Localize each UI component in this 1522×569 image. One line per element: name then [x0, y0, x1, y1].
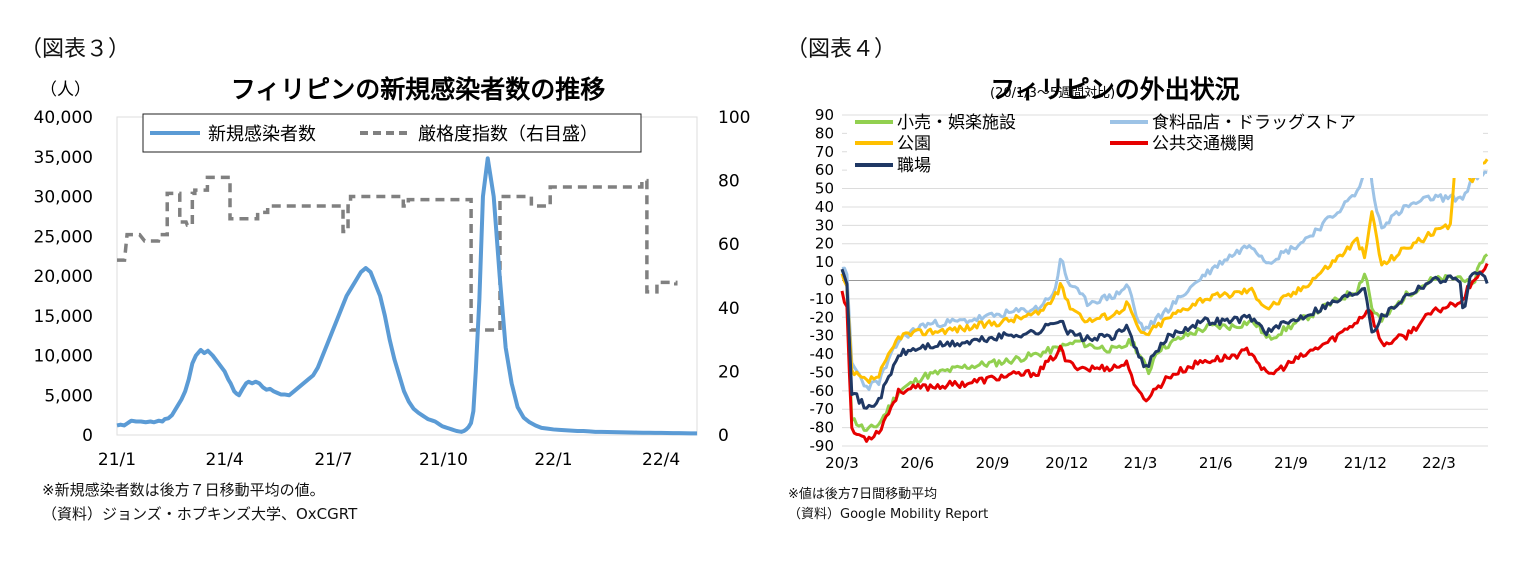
y2-tick-label: 100: [718, 108, 750, 128]
x-tick-label: 21/4: [206, 450, 244, 470]
y-tick-label: -60: [810, 382, 835, 400]
x-tick-label: 21/9: [1274, 454, 1308, 472]
y2-tick-label: 20: [718, 362, 740, 382]
y2-tick-label: 0: [718, 426, 729, 446]
x-tick-label: 21/6: [1199, 454, 1233, 472]
left-source: （資料）ジョンズ・ホプキンズ大学、OxCGRT: [42, 505, 358, 523]
series-line-3: [840, 262, 1489, 443]
x-tick-label: 22/4: [642, 450, 680, 470]
figure-3-label: （図表３）: [20, 37, 131, 62]
legend-label-4: 職場: [897, 156, 931, 176]
cases-line: [116, 156, 698, 436]
y-tick-label: 40: [815, 198, 834, 216]
y-tick-label: 60: [815, 161, 834, 179]
stringency-line: [117, 175, 678, 332]
chart-title: フィリピンの新規感染者数の推移: [231, 75, 606, 104]
y-tick-label: 20: [815, 235, 834, 253]
y-tick-label: 15,000: [34, 307, 93, 327]
series-line-1: [841, 156, 1488, 392]
y-tick-label: 90: [815, 106, 834, 124]
legend-label-stringency: 厳格度指数（右目盛）: [418, 124, 598, 145]
y-tick-label: 50: [815, 180, 834, 198]
y-axis-unit: （人）: [40, 80, 91, 100]
legend-label-2: 公園: [897, 134, 931, 154]
right-source: （資料）Google Mobility Report: [788, 507, 989, 522]
legend-label-3: 公共交通機関: [1152, 134, 1254, 154]
y-tick-label: -80: [810, 419, 835, 437]
x-tick-label: 20/6: [900, 454, 934, 472]
y-tick-label: 0: [82, 426, 93, 446]
y-tick-label: -50: [810, 363, 835, 381]
legend-label-cases: 新規感染者数: [208, 124, 316, 145]
y-tick-label: 30,000: [34, 188, 93, 208]
y-tick-label: 25,000: [34, 227, 93, 247]
x-tick-label: 22/1: [534, 450, 572, 470]
y-tick-label: -40: [810, 345, 835, 363]
x-tick-label: 20/3: [825, 454, 859, 472]
y-tick-label: -30: [810, 327, 835, 345]
y-tick-label: 70: [815, 143, 834, 161]
x-tick-label: 21/12: [1344, 454, 1387, 472]
x-tick-label: 20/12: [1045, 454, 1088, 472]
legend-label-1: 食料品店・ドラッグストア: [1152, 113, 1356, 133]
x-tick-label: 21/1: [98, 450, 136, 470]
series-line-4: [840, 268, 1489, 410]
x-tick-label: 22/3: [1422, 454, 1456, 472]
y-tick-label: -20: [810, 308, 835, 326]
figure-4-label: （図表４）: [786, 37, 897, 62]
plot-area: [116, 116, 698, 436]
y2-tick-label: 80: [718, 172, 740, 192]
new-cases-chart: フィリピンの新規感染者数の推移 （人） 0 5,000 10,000 15,000 20,0…: [34, 75, 751, 470]
y-tick-label: 10: [815, 253, 834, 271]
chart-title: フィリピンの外出状況: [990, 75, 1240, 104]
y-tick-label: 20,000: [34, 267, 93, 287]
y-tick-label: 30: [815, 216, 834, 234]
x-tick-label: 21/3: [1124, 454, 1158, 472]
mobility-chart: (20/1/3～5週間対比)フィリピンの外出状況-90-80-70-60-50-…: [810, 75, 1489, 472]
y-tick-label: 5,000: [44, 386, 93, 406]
right-note: ※値は後方7日間移動平均: [788, 487, 938, 502]
x-tick-label: 21/7: [314, 450, 352, 470]
y-tick-label: 35,000: [34, 148, 93, 168]
y-axis-unit: (20/1/3～5週間対比): [990, 86, 1115, 101]
y-tick-label: 0: [824, 272, 834, 290]
series-line-2: [840, 137, 1489, 384]
y2-tick-label: 60: [718, 235, 740, 255]
y-tick-label: 80: [815, 124, 834, 142]
x-tick-label: 20/9: [976, 454, 1010, 472]
left-note: ※新規感染者数は後方７日移動平均の値。: [42, 481, 325, 499]
y-tick-label: -70: [810, 400, 835, 418]
y-tick-label: 40,000: [34, 108, 93, 128]
x-tick-label: 21/10: [419, 450, 468, 470]
y-tick-label: -90: [810, 437, 835, 455]
legend-bg: [847, 116, 1483, 178]
y-tick-label: 10,000: [34, 347, 93, 367]
legend-label-0: 小売・娯楽施設: [897, 113, 1016, 133]
y2-tick-label: 40: [718, 299, 740, 319]
y-tick-label: -10: [810, 290, 835, 308]
